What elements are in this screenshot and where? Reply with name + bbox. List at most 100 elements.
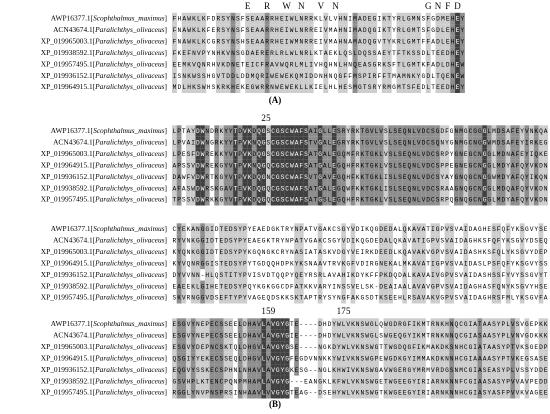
sequence-name-part: Scophthalmus_maximus bbox=[93, 224, 165, 233]
conservation-shade bbox=[298, 70, 304, 82]
conservation-shade bbox=[401, 47, 407, 59]
conservation-shade bbox=[190, 234, 196, 247]
conservation-shade bbox=[266, 125, 271, 137]
conservation-shade bbox=[289, 81, 295, 93]
conservation-shade bbox=[402, 292, 408, 304]
conservation-shade bbox=[386, 12, 392, 25]
conservation-shade bbox=[397, 182, 403, 195]
sequence-name-part: ] bbox=[165, 160, 167, 169]
conservation-shade bbox=[440, 70, 446, 82]
conservation-shade bbox=[186, 318, 191, 330]
conservation-shade bbox=[294, 269, 299, 281]
conservation-shade bbox=[204, 182, 210, 195]
conservation-shade bbox=[533, 148, 539, 160]
conservation-shade bbox=[388, 194, 393, 206]
conservation-shade bbox=[482, 375, 487, 388]
conservation-shade bbox=[254, 47, 260, 59]
conservation-shade bbox=[172, 387, 177, 399]
conservation-shade bbox=[209, 269, 215, 281]
conservation-shade bbox=[388, 375, 393, 388]
conservation-shade bbox=[270, 194, 276, 206]
conservation-shade bbox=[209, 387, 215, 399]
conservation-shade bbox=[416, 352, 422, 365]
conservation-shade bbox=[472, 329, 478, 342]
conservation-shade bbox=[449, 352, 455, 365]
conservation-shade bbox=[261, 159, 267, 172]
conservation-shade bbox=[421, 292, 426, 304]
conservation-shade bbox=[372, 58, 378, 71]
conservation-shade bbox=[336, 375, 342, 388]
conservation-shade bbox=[406, 35, 412, 48]
conservation-shade bbox=[331, 194, 337, 206]
conservation-shade bbox=[341, 246, 346, 258]
conservation-shade bbox=[430, 280, 436, 293]
conservation-shade bbox=[298, 159, 304, 172]
conservation-shade bbox=[416, 280, 422, 293]
conservation-shade bbox=[341, 387, 346, 399]
conservation-shade bbox=[444, 194, 450, 206]
conservation-shade bbox=[186, 24, 192, 36]
conservation-shade bbox=[228, 159, 234, 172]
conservation-shade bbox=[406, 81, 412, 93]
conservation-shade bbox=[172, 81, 177, 93]
conservation-shade bbox=[230, 24, 236, 36]
conservation-shade bbox=[204, 125, 210, 137]
conservation-shade bbox=[228, 148, 234, 160]
conservation-shade bbox=[458, 194, 464, 206]
conservation-shade bbox=[209, 257, 215, 270]
conservation-shade bbox=[345, 194, 351, 206]
conservation-shade bbox=[235, 12, 241, 25]
conservation-shade bbox=[274, 24, 280, 36]
conservation-shade bbox=[524, 194, 530, 206]
conservation-shade bbox=[341, 352, 346, 365]
sequence-name: XP_019965003.1[Paralichthys_olivaceus] bbox=[41, 342, 167, 351]
conservation-shade bbox=[214, 375, 220, 388]
conservation-shade bbox=[270, 352, 276, 365]
conservation-shade bbox=[200, 352, 205, 365]
conservation-shade bbox=[181, 329, 187, 342]
conservation-shade bbox=[298, 47, 304, 59]
conservation-shade bbox=[317, 269, 323, 281]
conservation-shade bbox=[449, 234, 455, 247]
conservation-shade bbox=[357, 24, 363, 36]
conservation-shade bbox=[195, 375, 201, 388]
conservation-shade bbox=[439, 352, 445, 365]
sequence-name-part: XP_019964915.1[ bbox=[41, 160, 96, 169]
conservation-shade bbox=[421, 375, 426, 388]
conservation-shade bbox=[242, 318, 248, 330]
conservation-shade bbox=[491, 292, 497, 304]
conservation-shade bbox=[327, 125, 332, 137]
conservation-shade bbox=[322, 125, 328, 137]
conservation-shade bbox=[458, 387, 464, 399]
conservation-shade bbox=[397, 125, 403, 137]
conservation-shade bbox=[538, 280, 544, 293]
conservation-shade bbox=[323, 35, 329, 48]
conservation-shade bbox=[435, 364, 440, 376]
conservation-shade bbox=[459, 12, 465, 25]
conservation-shade bbox=[501, 136, 506, 149]
conservation-shade bbox=[486, 159, 492, 172]
conservation-shade bbox=[341, 136, 346, 149]
conservation-shade bbox=[482, 318, 487, 330]
conservation-shade bbox=[491, 329, 497, 342]
conservation-shade bbox=[219, 269, 224, 281]
conservation-shade bbox=[176, 318, 182, 330]
conservation-shade bbox=[214, 125, 220, 137]
conservation-shade bbox=[444, 171, 450, 183]
conservation-shade bbox=[364, 159, 370, 172]
conservation-shade bbox=[204, 329, 210, 342]
sequence: EQGVYSSKECSPHNLNHAVLAVGYGKESG--NGLKHWIVK… bbox=[172, 366, 547, 373]
conservation-shade bbox=[369, 318, 375, 330]
conservation-shade bbox=[463, 159, 469, 172]
conservation-shade bbox=[289, 12, 295, 25]
conservation-shade bbox=[230, 47, 236, 59]
conservation-shade bbox=[388, 148, 393, 160]
conservation-shade bbox=[317, 257, 323, 270]
conservation-shade bbox=[435, 246, 440, 258]
conservation-shade bbox=[280, 136, 285, 149]
conservation-shade bbox=[266, 352, 271, 365]
conservation-shade bbox=[190, 387, 196, 399]
sequence-name-part: Paralichthys_olivaceus bbox=[94, 281, 164, 290]
conservation-shade bbox=[505, 223, 511, 235]
conservation-shade bbox=[383, 364, 389, 376]
